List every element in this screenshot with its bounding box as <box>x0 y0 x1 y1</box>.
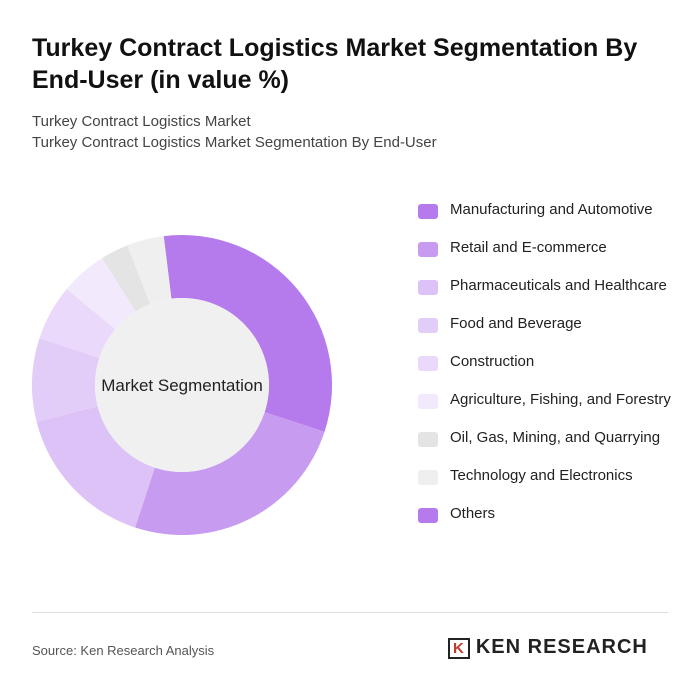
legend-swatch <box>418 280 438 295</box>
donut-slice <box>163 235 333 432</box>
center-label: Market Segmentation <box>101 376 263 395</box>
legend-label: Manufacturing and Automotive <box>450 201 653 218</box>
donut-chart: Market Segmentation <box>32 235 333 535</box>
donut-slice <box>32 338 100 422</box>
donut-slice <box>36 406 155 528</box>
legend-item: Pharmaceuticals and Healthcare <box>418 275 678 297</box>
legend-label: Agriculture, Fishing, and Forestry <box>450 391 671 408</box>
legend-swatch <box>418 356 438 371</box>
legend-item: Oil, Gas, Mining, and Quarrying <box>418 427 678 449</box>
legend-label: Pharmaceuticals and Healthcare <box>450 277 667 294</box>
legend-label: Construction <box>450 353 535 370</box>
legend-label: Technology and Electronics <box>450 467 633 484</box>
subtitle: Turkey Contract Logistics Market Segment… <box>32 134 437 151</box>
donut-slice <box>102 245 151 312</box>
legend-label: Others <box>450 505 496 522</box>
donut-center <box>95 298 269 472</box>
legend-swatch <box>418 394 438 409</box>
donut-slice <box>135 412 325 535</box>
legend-item: Retail and E-commerce <box>418 237 678 259</box>
legend-swatch <box>418 432 438 447</box>
logo-text: KEN RESEARCH <box>475 636 648 658</box>
legend-item: Manufacturing and Automotive <box>418 199 678 221</box>
legend-item: Food and Beverage <box>418 313 678 335</box>
legend-label: Oil, Gas, Mining, and Quarrying <box>450 429 661 446</box>
source: Source: Ken Research Analysis <box>32 643 215 658</box>
donut-slice <box>39 288 116 358</box>
subtitle: Turkey Contract Logistics Market <box>32 113 251 130</box>
donut-slice <box>127 236 172 304</box>
legend-label: Retail and E-commerce <box>450 239 607 256</box>
divider <box>32 612 668 613</box>
legend-swatch <box>418 204 438 219</box>
legend-swatch <box>418 470 438 485</box>
legend-item: Others <box>418 503 678 525</box>
legend-item: Technology and Electronics <box>418 465 678 487</box>
logo: K KEN RESEARCH <box>448 636 648 659</box>
legend-swatch <box>418 318 438 333</box>
donut-slice <box>66 258 136 330</box>
legend-item: Construction <box>418 351 678 373</box>
legend-item: Agriculture, Fishing, and Forestry <box>418 389 678 411</box>
legend-label: Food and Beverage <box>450 315 582 332</box>
legend-swatch <box>418 242 438 257</box>
legend-swatch <box>418 508 438 523</box>
chart-title: Turkey Contract Logistics Market Segment… <box>32 34 638 94</box>
logo-icon: K <box>448 638 470 659</box>
legend: Manufacturing and Automotive Retail and E… <box>418 199 678 541</box>
